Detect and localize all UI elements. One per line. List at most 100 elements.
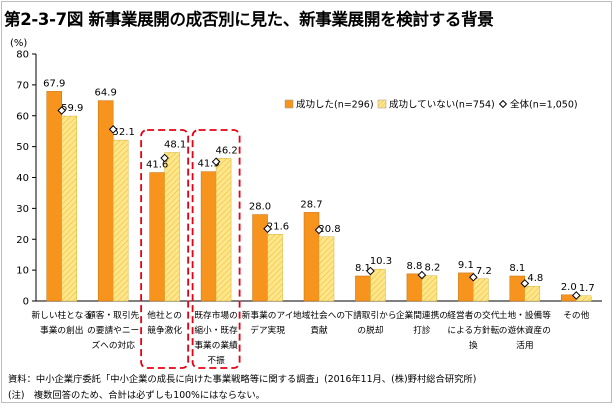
category-label: 新しい柱となる xyxy=(31,309,92,321)
label-not-success: 48.1 xyxy=(164,139,186,150)
bar-not-success xyxy=(267,234,283,302)
legend-not-success-swatch xyxy=(377,99,387,109)
legend-success-swatch xyxy=(284,99,294,109)
category-label: 活用 xyxy=(516,339,533,351)
category-label: 貢献 xyxy=(310,324,328,336)
label-success: 41.9 xyxy=(197,159,219,170)
bar-success xyxy=(303,212,320,302)
category-label: 打診 xyxy=(413,324,431,336)
label-not-success: 1.7 xyxy=(579,283,595,294)
label-not-success: 46.2 xyxy=(215,145,237,156)
category-label: 事業の創出 xyxy=(40,324,83,336)
bar-not-success xyxy=(370,268,386,302)
label-success: 9.1 xyxy=(458,260,474,271)
bar-not-success xyxy=(421,275,438,302)
bar-not-success xyxy=(318,236,335,302)
category-label: 土地・設備等 xyxy=(499,309,551,321)
label-success: 28.7 xyxy=(300,199,322,210)
bar-success xyxy=(406,273,423,302)
y-tick-label: 60 xyxy=(16,111,29,122)
label-not-success: 10.3 xyxy=(370,256,392,267)
category-label: による方針転 xyxy=(447,324,499,336)
category-label: 換 xyxy=(469,339,478,351)
label-not-success: 21.6 xyxy=(267,221,289,232)
label-not-success: 59.9 xyxy=(61,103,83,114)
highlight-box xyxy=(191,129,241,369)
highlight-boxes xyxy=(140,129,241,369)
overall-marker xyxy=(417,270,427,280)
caveat-note: (注) 複数回答のため、合計は必ずしも100%にはならない。 xyxy=(8,390,265,401)
legend-overall-marker xyxy=(498,99,508,109)
legend-overall-label: 全体(n=1,050) xyxy=(510,99,578,111)
y-tick-label: 30 xyxy=(16,204,29,215)
category-label: 不振 xyxy=(207,354,225,366)
category-label: 下請取引から xyxy=(344,309,396,321)
overall-marker xyxy=(314,225,324,235)
overall-marker xyxy=(469,272,478,282)
legend-not-success-label: 成功していない(n=754) xyxy=(389,99,495,111)
legend: 成功した(n=296) 成功していない(n=754) 全体(n=1,050) xyxy=(284,99,578,111)
overall-marker xyxy=(160,153,169,163)
category-label: 他社との xyxy=(147,309,182,321)
overall-marker xyxy=(211,157,221,167)
category-label: 地域社会への xyxy=(293,309,345,321)
category-label: その他 xyxy=(563,309,589,321)
overall-marker xyxy=(520,279,530,288)
data-labels: 67.9 59.9 64.9 52.1 41.6 48.1 41.9 46.2 28.0 21.6… xyxy=(43,78,595,293)
label-not-success: 20.8 xyxy=(318,224,340,235)
overall-markers xyxy=(57,106,581,300)
category-label: 既存市場の xyxy=(194,309,237,321)
category-label: 経営者の交代 xyxy=(447,309,499,321)
category-label: 企業間連携の xyxy=(396,309,448,321)
y-tick-label: 10 xyxy=(16,266,29,277)
bar-not-success xyxy=(61,115,77,302)
y-tick-label: 80 xyxy=(16,50,29,61)
label-success: 2.0 xyxy=(561,282,577,293)
label-success: 28.0 xyxy=(249,202,271,213)
overall-marker xyxy=(571,291,581,300)
y-tick-label: 0 xyxy=(23,297,29,308)
bar-success xyxy=(355,275,371,302)
category-label: の遊休資産の xyxy=(499,324,551,336)
overall-marker xyxy=(57,106,67,115)
label-success: 67.9 xyxy=(43,78,65,89)
category-label: 顧客・取引先 xyxy=(87,309,139,321)
bar-success xyxy=(200,171,217,302)
source-note: 資料：中小企業庁委託「中小企業の成長に向けた事業戦略等に関する調査」(2016年… xyxy=(8,374,477,385)
label-not-success: 52.1 xyxy=(113,127,135,138)
chart-title: 第2-3-7図 新事業展開の成否別に見た、新事業展開を検討する背景 xyxy=(4,10,494,29)
category-label: 縮小・既存 xyxy=(194,324,238,336)
category-label: ズへの対応 xyxy=(91,339,135,351)
highlight-box xyxy=(140,129,190,369)
overall-marker xyxy=(366,266,375,276)
bars xyxy=(46,91,592,302)
label-success: 64.9 xyxy=(95,88,117,99)
label-not-success: 4.8 xyxy=(527,273,543,284)
label-success: 41.6 xyxy=(146,160,168,171)
category-label: の要請やニー xyxy=(87,324,139,336)
y-tick-label: 40 xyxy=(16,173,29,184)
overall-marker xyxy=(263,224,272,234)
bar-not-success xyxy=(215,158,232,302)
label-not-success: 8.2 xyxy=(424,263,440,274)
label-success: 8.8 xyxy=(406,261,422,272)
bar-success xyxy=(509,275,526,302)
label-success: 8.1 xyxy=(355,263,371,274)
category-label: 事業の業績 xyxy=(194,339,238,351)
bar-success xyxy=(149,172,165,302)
bar-success xyxy=(46,91,62,302)
y-axis-unit: (%) xyxy=(10,38,27,49)
category-label: の脱却 xyxy=(357,324,383,336)
category-label: 新事業のアイ xyxy=(242,309,294,321)
category-label: 競争激化 xyxy=(147,324,182,336)
y-tick-label: 70 xyxy=(16,80,29,91)
bar-not-success xyxy=(524,285,541,302)
y-tick-label: 20 xyxy=(16,235,29,246)
bar-not-success xyxy=(112,139,129,302)
y-tick-label: 50 xyxy=(16,142,29,153)
category-label: デア実現 xyxy=(250,324,285,336)
bar-not-success xyxy=(164,152,180,302)
